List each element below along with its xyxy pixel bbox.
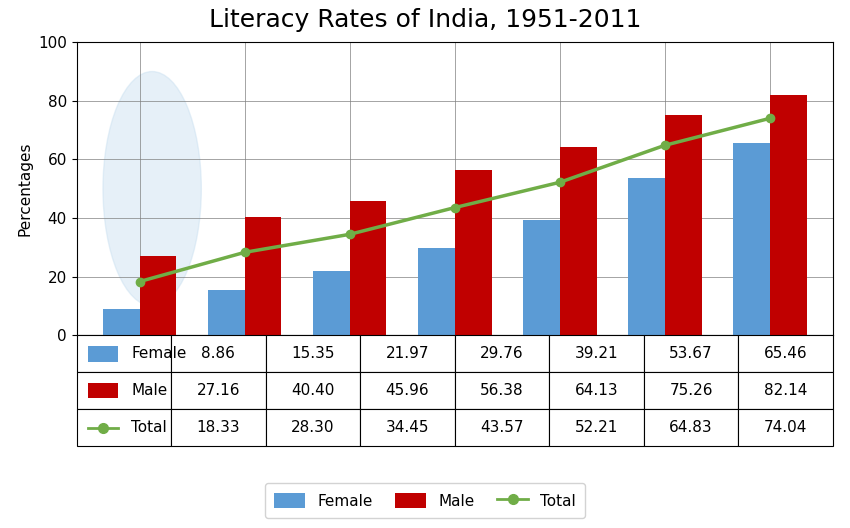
Text: 8.86: 8.86 [201, 346, 235, 361]
Bar [88, 346, 118, 362]
Bar [265, 372, 360, 409]
Bar [208, 290, 245, 335]
Bar [313, 271, 349, 335]
Bar [76, 409, 171, 446]
Bar [549, 409, 644, 446]
Bar [523, 220, 560, 335]
Bar [770, 95, 807, 335]
Bar [349, 201, 387, 335]
Bar [76, 372, 171, 409]
Bar [103, 309, 139, 335]
Bar [418, 248, 455, 335]
Bar [665, 115, 701, 335]
Bar [171, 335, 265, 372]
Text: Female: Female [132, 346, 187, 361]
Bar [360, 409, 455, 446]
Bar [171, 409, 265, 446]
Text: Male: Male [132, 383, 167, 398]
Ellipse shape [103, 71, 201, 306]
Text: 40.40: 40.40 [292, 383, 335, 398]
Bar [360, 372, 455, 409]
Y-axis label: Percentages: Percentages [17, 142, 32, 236]
Text: 39.21: 39.21 [575, 346, 619, 361]
Bar [455, 335, 549, 372]
Bar [644, 335, 739, 372]
Legend: Female, Male, Total: Female, Male, Total [265, 484, 585, 518]
Text: 43.57: 43.57 [480, 420, 524, 435]
Bar [739, 409, 833, 446]
Text: 52.21: 52.21 [575, 420, 618, 435]
Bar [560, 147, 597, 335]
Text: 64.83: 64.83 [669, 420, 713, 435]
Bar [360, 335, 455, 372]
Text: 34.45: 34.45 [386, 420, 429, 435]
Bar [739, 372, 833, 409]
Text: 21.97: 21.97 [386, 346, 429, 361]
Text: 29.76: 29.76 [480, 346, 524, 361]
Text: 64.13: 64.13 [575, 383, 619, 398]
Bar [644, 372, 739, 409]
Bar [265, 335, 360, 372]
Bar [76, 335, 171, 372]
Text: 45.96: 45.96 [386, 383, 429, 398]
Bar [644, 409, 739, 446]
Bar [455, 409, 549, 446]
Text: Total: Total [132, 420, 167, 435]
Text: 56.38: 56.38 [480, 383, 524, 398]
Text: 75.26: 75.26 [670, 383, 713, 398]
Bar [549, 372, 644, 409]
Text: Literacy Rates of India, 1951-2011: Literacy Rates of India, 1951-2011 [209, 8, 641, 32]
Bar [171, 372, 265, 409]
Bar [88, 383, 118, 399]
Bar [739, 335, 833, 372]
Bar [455, 372, 549, 409]
Bar [265, 409, 360, 446]
Bar [628, 178, 665, 335]
Text: 53.67: 53.67 [669, 346, 713, 361]
Bar [734, 144, 770, 335]
Text: 27.16: 27.16 [196, 383, 240, 398]
Bar [139, 256, 176, 335]
Bar [455, 170, 491, 335]
Text: 65.46: 65.46 [764, 346, 807, 361]
Bar [245, 217, 281, 335]
Text: 15.35: 15.35 [292, 346, 335, 361]
Text: 74.04: 74.04 [764, 420, 807, 435]
Bar [549, 335, 644, 372]
Text: 18.33: 18.33 [196, 420, 241, 435]
Text: 28.30: 28.30 [292, 420, 335, 435]
Text: 82.14: 82.14 [764, 383, 807, 398]
